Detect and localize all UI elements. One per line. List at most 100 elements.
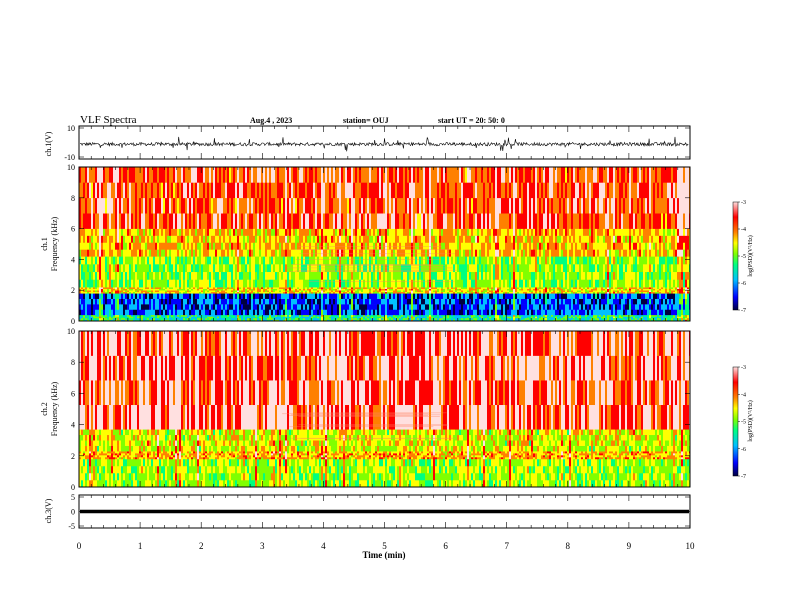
ch1-spectrogram-cell — [443, 287, 446, 289]
ch1-spectrogram-cell — [263, 213, 266, 229]
ch1-spectrogram-cell — [343, 242, 346, 250]
ch1-spectrogram-cell — [351, 298, 354, 305]
ch1-spectrogram-cell — [471, 167, 474, 183]
ch1-spectrogram-cell — [393, 298, 396, 305]
ch1-spectrogram-cell — [429, 304, 432, 310]
ch1-spectrogram-cell — [179, 316, 182, 319]
ch1-spectrogram-cell — [471, 298, 474, 305]
ch1-spectrogram-cell — [227, 319, 230, 321]
ch1-spectrogram-cell — [141, 316, 144, 319]
ch1-spectrogram-cell — [95, 235, 98, 243]
ch1-spectrogram-cell — [439, 242, 442, 250]
ch1-spectrogram-cell — [167, 256, 170, 265]
ch1-spectrogram-cell — [83, 228, 86, 236]
ch1-spectrogram-cell — [339, 197, 342, 214]
ch1-spectrogram-cell — [451, 197, 454, 214]
ch1-spectrogram-cell — [381, 249, 384, 257]
ch1-spectrogram-cell — [419, 304, 422, 310]
ch1-spectrogram-cell — [315, 228, 318, 236]
ch1-spectrogram-cell — [115, 309, 118, 316]
ch1-spectrogram-cell — [183, 256, 186, 265]
ch1-spectrogram-cell — [197, 290, 200, 293]
ch1-spectrogram-cell — [273, 242, 276, 250]
ch1-spectrogram-cell — [283, 197, 286, 214]
ch1-spectrogram-cell — [239, 213, 242, 229]
ch1-spectrogram-cell — [267, 317, 270, 320]
ch1-spectrogram-cell — [245, 316, 248, 319]
ch1-spectrogram-cell — [99, 228, 102, 236]
ch1-spectrogram-cell — [481, 314, 484, 317]
ch1-spectrogram-cell — [415, 291, 418, 294]
ch1-spectrogram-cell — [389, 242, 392, 250]
ch1-spectrogram-cell — [399, 287, 402, 289]
ch1-spectrogram-cell — [289, 293, 292, 299]
ch1-spectrogram-cell — [105, 287, 108, 289]
ch1-spectrogram-cell — [341, 213, 344, 229]
ch1-spectrogram-cell — [429, 291, 432, 294]
ch1-spectrogram-cell — [467, 213, 470, 229]
ch1-spectrogram-cell — [231, 314, 234, 317]
ch1-spectrogram-cell — [433, 279, 436, 288]
ch1-spectrogram-cell — [171, 228, 174, 236]
ch1-spectrogram-cell — [337, 249, 340, 257]
ch1-spectrogram-cell — [427, 197, 430, 214]
ch1-spectrogram-cell — [385, 304, 388, 310]
ch1-spectrogram-cell — [281, 309, 284, 316]
ch1-spectrogram-cell — [173, 290, 176, 293]
ch1-spectrogram-cell — [441, 298, 444, 305]
ch1-spectrogram-cell — [477, 288, 480, 291]
ch1-spectrogram-cell — [313, 167, 316, 183]
ch1-spectrogram-cell — [331, 213, 334, 229]
ch1-spectrogram-cell — [421, 271, 424, 280]
ch1-spectrogram-cell — [419, 298, 422, 305]
ch1-spectrogram-cell — [399, 293, 402, 299]
ch1-spectrogram-cell — [351, 213, 354, 229]
ch1-spectrogram-cell — [187, 167, 190, 183]
ch1-spectrogram-cell — [395, 290, 398, 293]
ch1-spectrogram-cell — [311, 249, 314, 257]
ch1-spectrogram-cell — [373, 298, 376, 305]
ch1-spectrogram-cell — [293, 271, 296, 280]
ch1-spectrogram-cell — [195, 304, 198, 310]
ch1-spectrogram-cell — [309, 213, 312, 229]
ch1-spectrogram-cell — [385, 256, 388, 265]
ch1-spectrogram-cell — [99, 291, 102, 294]
ch1-spectrogram-cell — [275, 213, 278, 229]
ch1-spectrogram-cell — [343, 288, 346, 291]
ch1-spectrogram-cell — [293, 293, 296, 299]
ch1-spectrogram-cell — [393, 197, 396, 214]
ch1-spectrogram-cell — [299, 242, 302, 250]
ch1-spectrogram-cell — [121, 290, 124, 293]
ch1-spectrogram-cell — [177, 197, 180, 214]
ch1-spectrogram-cell — [385, 314, 388, 317]
ch1-spectrogram-cell — [207, 213, 210, 229]
ch1-spectrogram-cell — [153, 319, 156, 321]
ch1-spectrogram-cell — [289, 182, 292, 199]
ch1-spectrogram-cell — [247, 309, 250, 316]
ch1-spectrogram-cell — [279, 271, 282, 280]
ch1-spectrogram-cell — [173, 182, 176, 199]
ch1-spectrogram-cell — [247, 213, 250, 229]
ch1-spectrogram-cell — [451, 242, 454, 250]
ch1-spectrogram-cell — [121, 279, 124, 288]
ch1-spectrogram-cell — [401, 197, 404, 214]
ch1-spectrogram-cell — [307, 197, 310, 214]
ch1-spectrogram-cell — [381, 319, 384, 321]
ch1-spectrogram-cell — [95, 249, 98, 257]
ch1-spectrogram-cell — [459, 304, 462, 310]
ch1-spectrogram-cell — [479, 288, 482, 291]
ch1-spectrogram-cell — [327, 167, 330, 183]
ch1-spectrogram-cell — [83, 290, 86, 293]
ch1-spectrogram-cell — [111, 316, 114, 319]
ch1-spectrogram-cell — [239, 317, 242, 320]
ch1-spectrogram-cell — [391, 304, 394, 310]
ch1-spectrogram-cell — [149, 235, 152, 243]
ch1-spectrogram-cell — [419, 249, 422, 257]
ch1-spectrogram-cell — [403, 256, 406, 265]
ch1-spectrogram-cell — [307, 293, 310, 299]
ch1-spectrogram-cell — [125, 235, 128, 243]
ch1-spectrogram-cell — [139, 242, 142, 250]
ch1-spectrogram-cell — [289, 319, 292, 321]
ch1-spectrogram-cell — [365, 228, 368, 236]
ch1-spectrogram-cell — [145, 304, 148, 310]
